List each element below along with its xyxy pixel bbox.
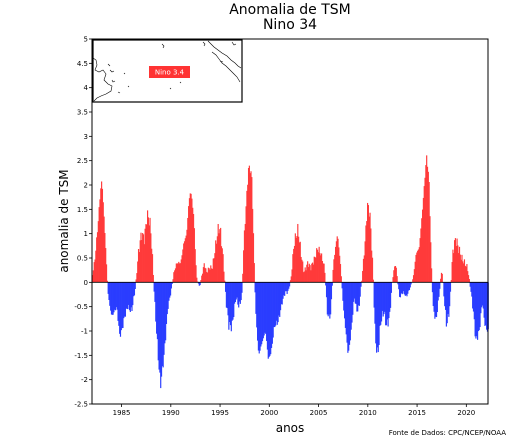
chart-subtitle: Nino 34 xyxy=(263,17,317,33)
anomaly-bar xyxy=(324,273,325,282)
anomaly-bar xyxy=(106,264,107,282)
anomaly-bar xyxy=(332,282,333,285)
y-axis-label: anomalia de TSM xyxy=(57,169,71,272)
y-tick-label: -1 xyxy=(81,328,88,336)
anomaly-bar xyxy=(439,282,440,288)
y-tick-label: 1.5 xyxy=(77,206,88,214)
y-tick-label: 5 xyxy=(84,36,88,44)
x-tick-label: 2005 xyxy=(310,409,328,417)
anomaly-bar xyxy=(469,279,470,282)
x-axis-label: anos xyxy=(276,421,305,435)
y-tick-label: -2 xyxy=(81,376,88,384)
chart-title: Anomalia de TSM xyxy=(229,2,351,18)
anomaly-bar xyxy=(391,282,392,293)
nino34-inset-map: Nino 3.4 xyxy=(93,40,242,102)
anomaly-bar xyxy=(254,263,255,282)
x-tick-label: 2010 xyxy=(359,409,377,417)
y-tick-label: 2.5 xyxy=(77,157,88,165)
anomaly-bar xyxy=(373,280,374,283)
y-tick-label: -1.5 xyxy=(74,352,88,360)
x-tick-label: 2015 xyxy=(408,409,426,417)
y-axis-ticks: -2.5 -2 -1.5 -1 -0.5 0 0.5 1 1.5 2 2.5 3 3.5 4 4.5 5 xyxy=(74,36,92,409)
y-tick-label: 1 xyxy=(84,230,88,238)
anomaly-bar xyxy=(372,258,373,283)
y-tick-label: 0.5 xyxy=(77,255,88,263)
anomaly-bar xyxy=(431,268,432,282)
anomaly-bar xyxy=(241,282,242,292)
y-tick-label: 2 xyxy=(84,182,88,190)
x-tick-label: 2020 xyxy=(457,409,475,417)
anomaly-bar xyxy=(289,282,290,286)
x-tick-label: 2000 xyxy=(260,409,278,417)
anomaly-bar xyxy=(200,282,201,285)
anomaly-bar xyxy=(341,276,342,282)
nino34-region-label: Nino 3.4 xyxy=(155,69,185,77)
bars-layer xyxy=(92,155,489,388)
y-tick-label: 4 xyxy=(84,84,89,92)
y-tick-label: 4.5 xyxy=(77,60,88,68)
y-tick-label: -2.5 xyxy=(74,401,88,409)
x-tick-label: 1995 xyxy=(211,409,229,417)
y-tick-label: 3.5 xyxy=(77,109,88,117)
data-source-credit: Fonte de Dados: CPC/NCEP/NOAA xyxy=(389,429,506,437)
anomaly-bar xyxy=(135,282,136,289)
x-axis-ticks: 1985 1990 1995 2000 2005 2010 2015 2020 xyxy=(113,404,476,417)
x-tick-label: 1990 xyxy=(162,409,180,417)
x-tick-label: 1985 xyxy=(113,409,131,417)
anomaly-bar xyxy=(442,274,443,282)
y-tick-label: 3 xyxy=(84,133,88,141)
y-tick-label: 0 xyxy=(84,279,88,287)
anomaly-bar xyxy=(450,282,451,291)
y-tick-label: -0.5 xyxy=(74,303,88,311)
anomaly-bar xyxy=(397,276,398,282)
anomaly-bar xyxy=(153,275,154,282)
anomaly-bar xyxy=(360,282,361,286)
